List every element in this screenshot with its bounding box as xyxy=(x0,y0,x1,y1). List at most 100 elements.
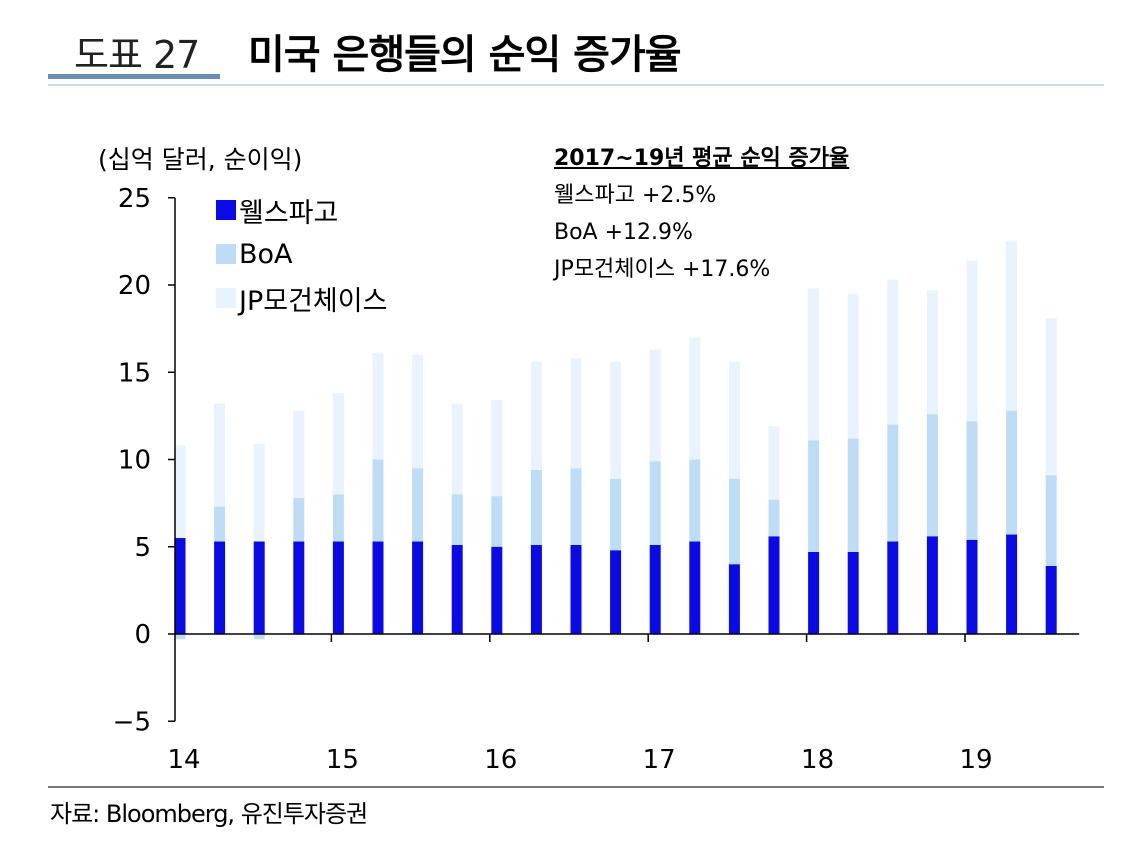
bar-jpm-17Q1 xyxy=(649,349,661,462)
annotation-line-wells: 웰스파고 +2.5% xyxy=(554,183,717,208)
annotation-heading: 2017~19년 평균 순익 증가율 xyxy=(554,146,850,171)
bar-wells-18Q3 xyxy=(887,541,899,634)
source-note: 자료: Bloomberg, 유진투자증권 xyxy=(50,800,368,828)
bar-jpm-19Q2 xyxy=(1006,241,1018,411)
bar-wells-15Q4 xyxy=(451,545,463,634)
bar-boa-18Q3 xyxy=(887,424,899,542)
bar-jpm-17Q3 xyxy=(728,361,740,479)
chart-legend: 웰스파고 BoA JP모건체이스 xyxy=(216,188,387,320)
bar-jpm-15Q1 xyxy=(332,393,344,495)
bar-boa-16Q1 xyxy=(491,496,503,547)
bar-jpm-14Q3 xyxy=(253,443,265,542)
y-tick-label-0: 0 xyxy=(134,620,151,650)
legend-swatch-boa xyxy=(216,244,236,264)
y-tick-label-25: 25 xyxy=(118,184,151,214)
bar-jpm-16Q4 xyxy=(610,361,622,479)
bar-boa-15Q3 xyxy=(412,468,424,542)
bar-jpm-16Q3 xyxy=(570,358,582,469)
bar-wells-15Q3 xyxy=(412,541,424,634)
x-tick-label-15: 15 xyxy=(326,745,359,775)
bar-wells-18Q2 xyxy=(847,551,859,634)
figure-number: 도표 27 xyxy=(74,33,200,77)
bar-wells-14Q1 xyxy=(174,538,186,634)
bar-jpm-17Q4 xyxy=(768,426,780,500)
bar-jpm-17Q2 xyxy=(689,337,701,460)
annotation-line-jpm: JP모건체이스 +17.6% xyxy=(554,257,771,282)
bar-jpm-15Q4 xyxy=(451,403,463,495)
bar-boa-18Q2 xyxy=(847,438,859,552)
bar-jpm-18Q3 xyxy=(887,279,899,425)
y-tick-label-10: 10 xyxy=(118,446,151,476)
bar-boa-18Q4 xyxy=(926,414,938,537)
legend-label-wells: 웰스파고 xyxy=(239,197,339,229)
legend-item-boa: BoA xyxy=(216,232,387,276)
bar-boa-15Q4 xyxy=(451,494,463,546)
bar-wells-19Q2 xyxy=(1006,534,1018,634)
bar-boa-19Q2 xyxy=(1006,410,1018,535)
bar-wells-16Q4 xyxy=(610,550,622,634)
y-tick-label-5: 5 xyxy=(134,533,151,563)
bar-jpm-18Q4 xyxy=(926,290,938,415)
bar-jpm-18Q2 xyxy=(847,293,859,439)
bar-jpm-19Q3 xyxy=(1045,318,1057,476)
bar-boa-17Q4 xyxy=(768,499,780,537)
legend-label-jpm: JP모건체이스 xyxy=(239,285,388,317)
bar-wells-17Q3 xyxy=(728,564,740,634)
bar-jpm-18Q1 xyxy=(808,288,820,441)
bar-wells-17Q4 xyxy=(768,536,780,634)
bar-jpm-14Q1 xyxy=(174,445,186,539)
bar-boa-16Q2 xyxy=(530,469,542,546)
bar-boa-17Q2 xyxy=(689,459,701,542)
bar-wells-16Q2 xyxy=(530,545,542,634)
bar-wells-14Q4 xyxy=(293,541,305,634)
bar-wells-19Q3 xyxy=(1045,565,1057,634)
bar-boa-18Q1 xyxy=(808,440,820,552)
bar-jpm-15Q3 xyxy=(412,354,424,469)
bar-boa-14Q4 xyxy=(293,497,305,542)
x-tick-label-16: 16 xyxy=(484,745,517,775)
x-tick-label-18: 18 xyxy=(801,745,834,775)
bar-boa-14Q3 xyxy=(253,634,265,640)
bar-wells-14Q2 xyxy=(214,541,226,634)
x-tick-label-17: 17 xyxy=(643,745,676,775)
bar-boa-14Q1 xyxy=(174,634,186,640)
y-tick-label-20: 20 xyxy=(118,271,151,301)
bar-boa-16Q4 xyxy=(610,478,622,551)
bar-wells-17Q2 xyxy=(689,541,701,634)
bar-boa-19Q3 xyxy=(1045,475,1057,566)
source-divider xyxy=(48,786,1104,788)
bar-boa-15Q1 xyxy=(332,494,344,542)
bar-boa-15Q2 xyxy=(372,459,384,542)
annotation-line-boa: BoA +12.9% xyxy=(554,220,693,245)
figure-title: 미국 은행들의 순익 증가율 xyxy=(248,32,682,78)
bar-boa-19Q1 xyxy=(966,421,978,540)
bar-wells-15Q1 xyxy=(332,541,344,634)
legend-item-jpm: JP모건체이스 xyxy=(216,276,387,320)
y-tick-label-15: 15 xyxy=(118,358,151,388)
figure-header: 도표 27 미국 은행들의 순익 증가율 xyxy=(48,18,1104,88)
bar-wells-14Q3 xyxy=(253,541,265,634)
header-divider xyxy=(48,84,1104,86)
bar-boa-17Q3 xyxy=(728,478,740,565)
bar-jpm-14Q4 xyxy=(293,410,305,498)
legend-label-boa: BoA xyxy=(239,238,293,270)
bar-wells-18Q1 xyxy=(808,551,820,634)
bar-jpm-19Q1 xyxy=(966,260,978,422)
annotation-box: 2017~19년 평균 순익 증가율 웰스파고 +2.5% BoA +12.9%… xyxy=(554,140,849,288)
legend-swatch-wells xyxy=(216,200,236,220)
bar-wells-16Q3 xyxy=(570,545,582,634)
bar-jpm-15Q2 xyxy=(372,353,384,460)
bar-wells-15Q2 xyxy=(372,541,384,634)
bar-boa-14Q2 xyxy=(214,506,226,542)
bar-wells-16Q1 xyxy=(491,546,503,634)
x-tick-label-14: 14 xyxy=(167,745,200,775)
bar-boa-16Q3 xyxy=(570,468,582,546)
legend-item-wells: 웰스파고 xyxy=(216,188,387,232)
bar-wells-19Q1 xyxy=(966,539,978,634)
bar-jpm-16Q2 xyxy=(530,361,542,470)
unit-label: (십억 달러, 순이익) xyxy=(98,145,303,174)
bar-wells-18Q4 xyxy=(926,536,938,634)
bar-boa-17Q1 xyxy=(649,461,661,546)
bar-wells-17Q1 xyxy=(649,545,661,634)
